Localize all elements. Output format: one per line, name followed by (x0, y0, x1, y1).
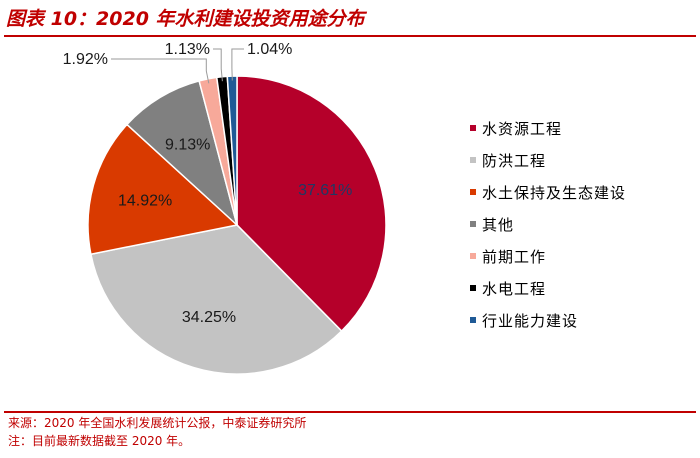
leader-lines (111, 48, 244, 84)
slice-value-label-6: 1.13% (165, 41, 210, 58)
leader-line-6 (213, 48, 223, 82)
legend-label: 水资源工程 (482, 119, 563, 138)
legend-label: 防洪工程 (482, 151, 547, 170)
legend-label: 水电工程 (482, 279, 547, 298)
legend-swatch (470, 221, 476, 227)
pie-slice-3 (87, 123, 239, 256)
footer: 来源：2020 年全国水利发展统计公报，中泰证券研究所 注：目前最新数据截至 2… (8, 414, 306, 450)
legend-swatch (470, 285, 476, 291)
legend-item-1: 水资源工程 (470, 112, 626, 144)
legend-label: 前期工作 (482, 247, 547, 266)
legend-item-4: 其他 (470, 208, 626, 240)
source-note: 来源：2020 年全国水利发展统计公报，中泰证券研究所 (8, 416, 307, 430)
legend-item-6: 水电工程 (470, 272, 626, 304)
legend-swatch (470, 253, 476, 259)
leader-line-7 (231, 48, 244, 81)
legend-swatch (470, 189, 476, 195)
figure-title: 图表 10：2020 年水利建设投资用途分布 (6, 8, 365, 30)
slice-value-label-5: 1.92% (63, 51, 108, 68)
footer-divider (4, 411, 696, 413)
legend: 水资源工程防洪工程水土保持及生态建设 其他前期工作水电工程行业能力建设 (470, 112, 626, 336)
pie-chart: 37.61% 34.25% 14.92% 9.13% 1.92% 1.13% 1.04% (63, 41, 387, 375)
pie-slice-4 (125, 79, 239, 228)
slice-value-label-2: 34.25% (182, 309, 236, 326)
slice-value-label-3: 14.92% (118, 192, 172, 209)
remark-note: 注：目前最新数据截至 2020 年。 (8, 434, 191, 448)
leader-line-5 (111, 58, 210, 84)
slice-value-label-4: 9.13% (165, 136, 210, 153)
legend-label: 行业能力建设 (482, 311, 579, 330)
legend-label: 水土保持及生态建设 (482, 183, 627, 202)
legend-item-7: 行业能力建设 (470, 304, 626, 336)
slice-value-label-7: 1.04% (247, 41, 292, 58)
legend-item-5: 前期工作 (470, 240, 626, 272)
legend-item-2: 防洪工程 (470, 144, 626, 176)
legend-swatch (470, 125, 476, 131)
pie-slice-1 (236, 75, 387, 333)
pie-slices (87, 75, 387, 375)
slice-value-label-1: 37.61% (298, 182, 352, 199)
legend-label: 其他 (482, 215, 515, 234)
pie-value-labels: 37.61% 34.25% 14.92% 9.13% 1.92% 1.13% 1.04% (63, 41, 353, 326)
legend-swatch (470, 317, 476, 323)
legend-swatch (470, 157, 476, 163)
legend-item-3: 水土保持及生态建设 (470, 176, 626, 208)
title-divider (4, 35, 696, 37)
pie-slice-2 (90, 224, 343, 375)
